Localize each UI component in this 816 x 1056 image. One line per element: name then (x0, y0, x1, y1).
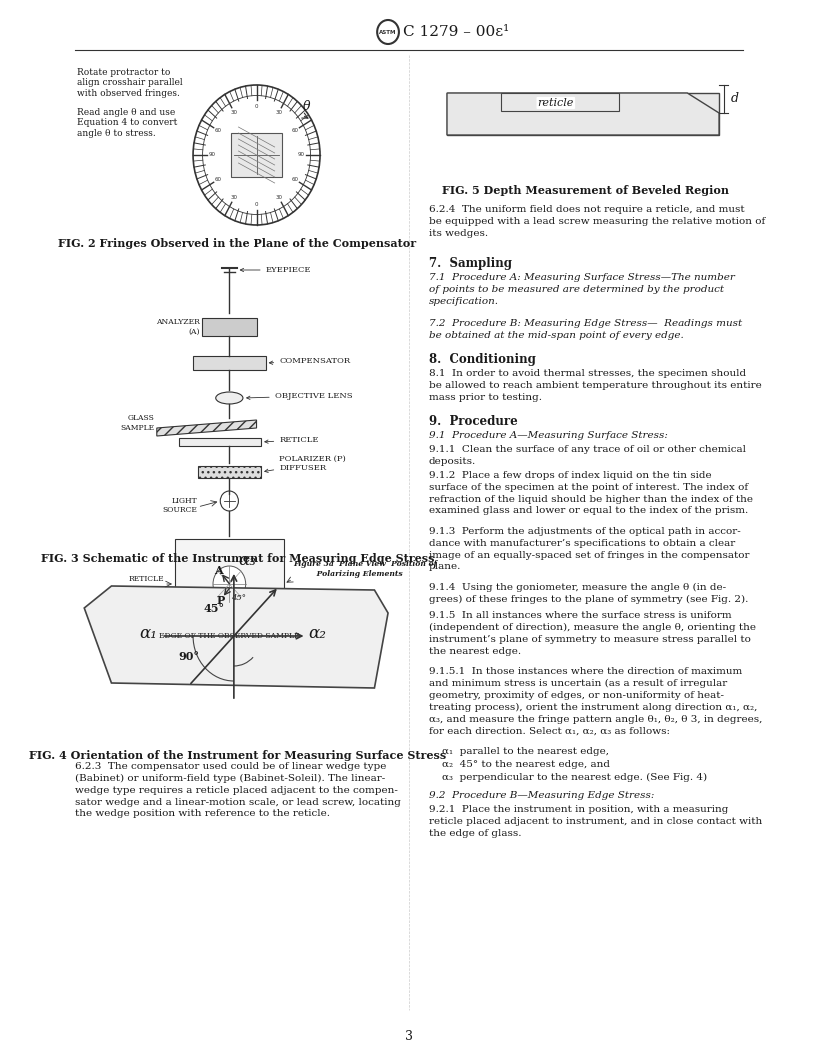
Text: 45°: 45° (231, 593, 246, 602)
Text: 9.2  Procedure B—Measuring Edge Stress:: 9.2 Procedure B—Measuring Edge Stress: (429, 791, 654, 800)
Text: 9.2.1  Place the instrument in position, with a measuring
reticle placed adjacen: 9.2.1 Place the instrument in position, … (429, 805, 762, 837)
Text: COMPENSATOR: COMPENSATOR (269, 357, 350, 365)
Text: α₃: α₃ (238, 552, 256, 569)
Text: 3: 3 (405, 1030, 413, 1043)
Text: GLASS
SAMPLE: GLASS SAMPLE (121, 414, 155, 432)
Text: 6.2.3  The compensator used could be of linear wedge type
(Babinet) or uniform-f: 6.2.3 The compensator used could be of l… (75, 762, 401, 818)
Text: 9.1  Procedure A—Measuring Surface Stress:: 9.1 Procedure A—Measuring Surface Stress… (429, 431, 667, 440)
Text: 9.1.5  In all instances where the surface stress is uniform
(independent of dire: 9.1.5 In all instances where the surface… (429, 611, 756, 656)
Text: 45°: 45° (203, 603, 224, 614)
Text: OBJECTIVE LENS: OBJECTIVE LENS (246, 392, 353, 400)
Text: 9.1.4  Using the goniometer, measure the angle θ (in de-
grees) of these fringes: 9.1.4 Using the goniometer, measure the … (429, 583, 748, 604)
Text: Figure 3a  Plane View  Position of
         Polarizing Elements: Figure 3a Plane View Position of Polariz… (293, 561, 437, 578)
Text: FIG. 5 Depth Measurement of Beveled Region: FIG. 5 Depth Measurement of Beveled Regi… (442, 185, 730, 196)
Bar (501, 93, 619, 111)
Text: P: P (216, 595, 224, 605)
Text: d: d (731, 93, 738, 106)
Text: θ: θ (303, 100, 310, 113)
Polygon shape (84, 586, 388, 689)
Text: LIGHT
SOURCE: LIGHT SOURCE (162, 497, 197, 514)
Text: 60: 60 (291, 177, 299, 182)
Text: EDGE OF THE OBSERVED SAMPLE: EDGE OF THE OBSERVED SAMPLE (159, 631, 299, 640)
Text: 9.1.1  Clean the surface of any trace of oil or other chemical
deposits.: 9.1.1 Clean the surface of any trace of … (429, 445, 746, 466)
Bar (175, 539, 284, 629)
Text: α₂: α₂ (308, 625, 326, 642)
Text: 60: 60 (215, 177, 222, 182)
Text: Rotate protractor to
align crosshair parallel
with observed fringes.: Rotate protractor to align crosshair par… (77, 68, 183, 98)
Text: 6.2.4  The uniform field does not require a reticle, and must
be equipped with a: 6.2.4 The uniform field does not require… (429, 205, 765, 238)
Bar (197, 466, 261, 478)
Text: 0: 0 (255, 103, 259, 109)
Text: 30: 30 (275, 110, 282, 115)
Text: C 1279 – 00ε¹: C 1279 – 00ε¹ (403, 25, 510, 39)
Text: 7.2  Procedure B: Measuring Edge Stress—  Readings must
be obtained at the mid-s: 7.2 Procedure B: Measuring Edge Stress— … (429, 319, 742, 340)
Ellipse shape (215, 392, 243, 404)
Text: 30: 30 (231, 110, 237, 115)
Text: 90: 90 (209, 152, 215, 157)
Text: 8.1  In order to avoid thermal stresses, the specimen should
be allowed to reach: 8.1 In order to avoid thermal stresses, … (429, 369, 761, 401)
Text: ASTM: ASTM (379, 30, 397, 35)
Bar (231, 133, 282, 177)
Text: FIG. 2 Fringes Observed in the Plane of the Compensator: FIG. 2 Fringes Observed in the Plane of … (59, 238, 416, 249)
Text: 0: 0 (255, 202, 259, 207)
Text: 8.  Conditioning: 8. Conditioning (429, 353, 536, 366)
Text: 90°: 90° (178, 650, 199, 661)
Text: 9.1.5.1  In those instances where the direction of maximum
and minimum stress is: 9.1.5.1 In those instances where the dir… (429, 667, 762, 735)
Bar (447, 93, 719, 135)
Circle shape (213, 566, 246, 602)
Text: 9.1.2  Place a few drops of index liquid on the tin side
surface of the specimen: 9.1.2 Place a few drops of index liquid … (429, 471, 753, 515)
Text: 7.  Sampling: 7. Sampling (429, 257, 512, 270)
Polygon shape (157, 420, 256, 436)
Bar (202, 318, 256, 336)
Text: FIG. 3 Schematic of the Instrument for Measuring Edge Stress: FIG. 3 Schematic of the Instrument for M… (41, 553, 434, 564)
Text: POLARIZER (P)
DIFFUSER: POLARIZER (P) DIFFUSER (264, 455, 346, 472)
Text: RETICLE: RETICLE (128, 576, 164, 583)
Text: α₃  perpendicular to the nearest edge. (See Fig. 4): α₃ perpendicular to the nearest edge. (S… (442, 773, 707, 782)
Text: reticle: reticle (538, 98, 574, 108)
Bar (180, 438, 261, 446)
Text: EYEPIECE: EYEPIECE (240, 266, 311, 274)
Text: FIG. 4 Orientation of the Instrument for Measuring Surface Stress: FIG. 4 Orientation of the Instrument for… (29, 750, 446, 761)
Text: Read angle θ and use
Equation 4 to convert
angle θ to stress.: Read angle θ and use Equation 4 to conve… (77, 108, 177, 137)
Circle shape (220, 491, 238, 511)
Text: A: A (214, 565, 223, 576)
Text: α₁  parallel to the nearest edge,: α₁ parallel to the nearest edge, (442, 747, 610, 756)
Bar (193, 356, 266, 370)
Text: 60: 60 (215, 128, 222, 133)
Text: 9.  Procedure: 9. Procedure (429, 415, 517, 428)
Text: 60: 60 (291, 128, 299, 133)
Polygon shape (447, 93, 719, 135)
Text: 30: 30 (231, 195, 237, 200)
Text: 9.1.3  Perform the adjustments of the optical path in accor-
dance with manufact: 9.1.3 Perform the adjustments of the opt… (429, 527, 749, 571)
Text: 7.1  Procedure A: Measuring Surface Stress—The number
of points to be measured a: 7.1 Procedure A: Measuring Surface Stres… (429, 274, 734, 305)
Text: α₂  45° to the nearest edge, and: α₂ 45° to the nearest edge, and (442, 760, 610, 769)
Text: 90: 90 (298, 152, 304, 157)
Text: α₁: α₁ (139, 625, 157, 642)
Text: RETICLE: RETICLE (264, 436, 319, 444)
Text: 30: 30 (275, 195, 282, 200)
Text: ANALYZER
(A): ANALYZER (A) (157, 319, 200, 336)
